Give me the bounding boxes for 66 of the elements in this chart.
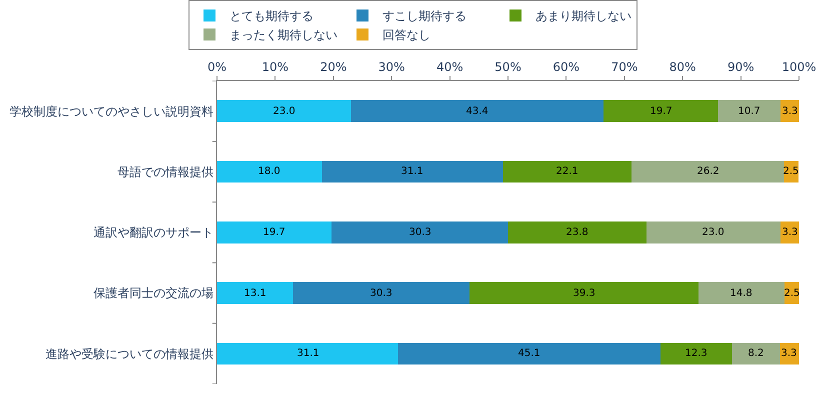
legend-label: あまり期待しない xyxy=(536,9,632,24)
bar xyxy=(332,221,508,244)
bar xyxy=(508,221,647,244)
legend-label: 回答なし xyxy=(382,28,430,42)
data-label: 23.0 xyxy=(273,106,296,117)
data-label: 18.0 xyxy=(258,166,280,177)
data-label: 26.2 xyxy=(697,166,720,177)
data-label: 3.3 xyxy=(782,106,798,117)
bar xyxy=(350,100,604,122)
bar xyxy=(660,342,732,365)
data-label: 30.3 xyxy=(370,288,392,299)
data-label: 23.0 xyxy=(702,227,724,238)
bar xyxy=(322,160,503,183)
data-label: 3.3 xyxy=(781,348,797,359)
data-label: 23.8 xyxy=(566,227,588,238)
bar xyxy=(732,342,780,365)
x-tick-label: 80% xyxy=(669,60,696,74)
bar xyxy=(470,282,698,304)
data-label: 31.1 xyxy=(297,348,320,359)
data-label: 39.3 xyxy=(573,288,596,299)
legend-label: すこし期待する xyxy=(382,9,466,24)
data-label: 8.2 xyxy=(748,348,764,359)
bar xyxy=(718,100,780,122)
y-tick-label: 通訳や翻訳のサポート xyxy=(94,226,214,240)
data-label: 31.1 xyxy=(401,166,424,177)
data-label: 14.8 xyxy=(730,288,752,299)
x-tick-label: 10% xyxy=(262,60,289,74)
data-label: 22.1 xyxy=(556,166,578,177)
bar xyxy=(398,342,660,365)
bar xyxy=(217,282,294,304)
legend-label: とても期待する xyxy=(230,9,314,24)
data-label: 19.7 xyxy=(263,227,286,238)
x-tick-label: 90% xyxy=(727,60,754,74)
data-label: 3.3 xyxy=(782,227,798,238)
x-tick-label: 70% xyxy=(611,60,638,74)
y-tick-label: 母語での情報提供 xyxy=(118,164,214,179)
x-tick-label: 60% xyxy=(552,60,580,74)
bar xyxy=(502,160,632,183)
bar xyxy=(217,221,332,244)
bar xyxy=(217,160,322,183)
x-tick-label: 0% xyxy=(207,60,227,74)
data-label: 2.5 xyxy=(783,166,799,177)
y-tick-label: 学校制度についてのやさしい説明資料 xyxy=(10,104,214,118)
legend-label: まったく期待しない xyxy=(230,28,338,42)
data-label: 19.7 xyxy=(650,106,672,117)
bar xyxy=(698,282,784,304)
data-label: 30.3 xyxy=(409,227,432,238)
x-tick-label: 30% xyxy=(378,60,405,74)
data-label: 10.7 xyxy=(738,106,760,117)
x-tick-label: 40% xyxy=(436,60,464,74)
bar xyxy=(217,100,351,122)
y-tick-label: 進路や受験についての情報提供 xyxy=(46,346,214,361)
data-label: 13.1 xyxy=(244,288,266,299)
bar xyxy=(293,282,470,304)
data-label: 45.1 xyxy=(518,348,540,359)
y-tick-label: 保護者同士の交流の場 xyxy=(94,286,214,300)
bar xyxy=(603,100,718,122)
x-tick-label: 100% xyxy=(782,60,816,74)
data-label: 12.3 xyxy=(685,348,708,359)
bar xyxy=(631,160,784,183)
bar xyxy=(646,221,780,244)
data-label: 2.5 xyxy=(784,288,800,299)
data-label: 43.4 xyxy=(466,106,488,117)
bar xyxy=(217,342,398,365)
x-tick-label: 20% xyxy=(320,60,347,74)
x-tick-label: 50% xyxy=(494,60,522,74)
